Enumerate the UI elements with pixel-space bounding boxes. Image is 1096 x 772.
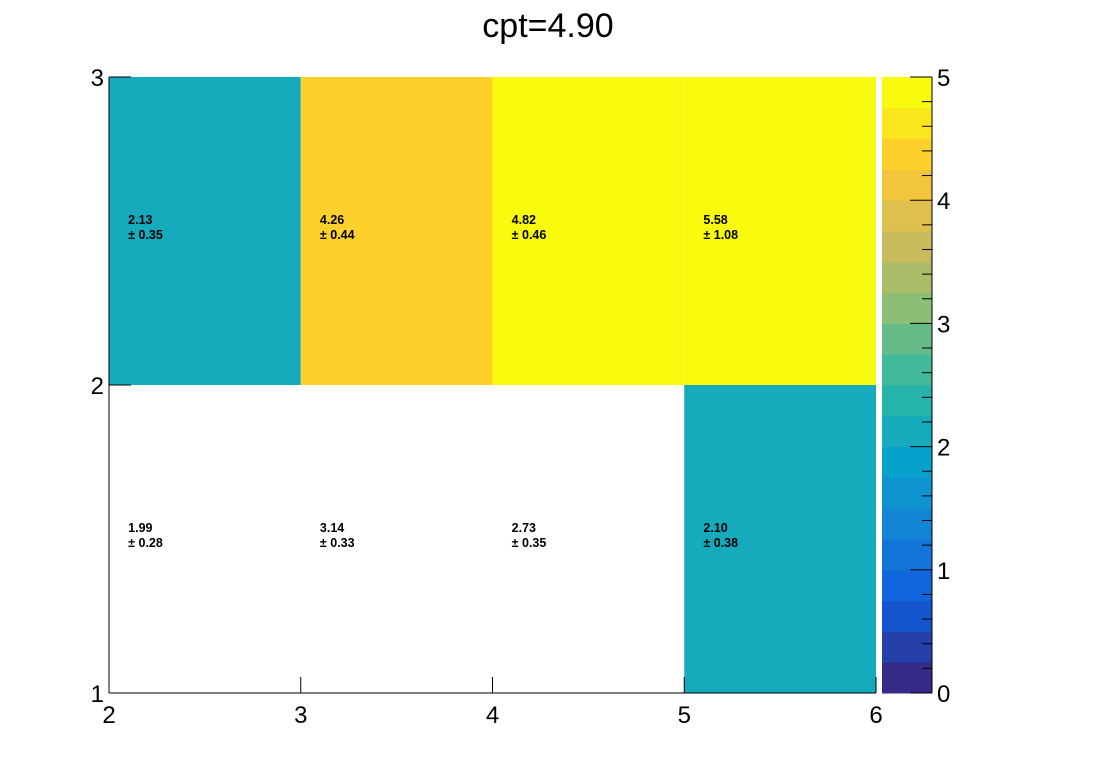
color-scale-label: 4	[937, 188, 950, 215]
color-scale-label: 3	[937, 311, 950, 338]
color-scale-label: 2	[937, 435, 950, 462]
cell-error-label: ± 0.35	[512, 536, 547, 550]
x-tick-label: 4	[486, 702, 499, 729]
x-tick-label: 5	[678, 702, 691, 729]
heatmap-cell	[492, 77, 685, 385]
color-scale-band	[882, 446, 932, 478]
color-scale-band	[882, 261, 932, 294]
color-scale-band	[882, 169, 932, 201]
color-scale-label: 5	[937, 65, 950, 92]
color-scale-label: 0	[937, 681, 950, 708]
cell-error-label: ± 0.46	[512, 228, 547, 242]
color-scale-band	[882, 138, 932, 170]
heatmap-cell	[109, 77, 301, 385]
color-scale-band	[882, 477, 932, 509]
color-scale-label: 1	[937, 558, 950, 585]
cell-error-label: ± 1.08	[703, 228, 738, 242]
color-scale-band	[882, 354, 932, 386]
color-scale: 0 1 2 3 4 5	[882, 65, 950, 708]
color-scale-band	[882, 77, 932, 109]
cell-value-label: 4.26	[320, 213, 344, 227]
y-tick-label: 1	[91, 681, 104, 708]
color-scale-band	[882, 662, 932, 694]
color-scale-band	[882, 107, 932, 140]
x-tick-label: 2	[102, 702, 115, 729]
cell-value-label: 1.99	[128, 521, 152, 535]
color-scale-band	[882, 415, 932, 448]
color-scale-band	[882, 385, 932, 417]
color-scale-band	[882, 600, 932, 632]
heatmap-cell	[684, 385, 876, 693]
chart-title: cpt=4.90	[482, 7, 613, 45]
color-scale-band	[882, 292, 932, 324]
y-tick-label: 2	[91, 373, 104, 400]
cell-value-label: 2.13	[128, 213, 152, 227]
color-scale-band	[882, 631, 932, 663]
heatmap-cell	[684, 77, 876, 385]
x-tick-label: 6	[869, 702, 882, 729]
cell-error-label: ± 0.44	[320, 228, 355, 242]
color-scale-band	[882, 200, 932, 232]
color-scale-band	[882, 539, 932, 571]
heatmap-cells	[109, 77, 876, 693]
cell-labels: 1.99± 0.283.14± 0.332.73± 0.352.10± 0.38…	[128, 213, 738, 550]
cell-value-label: 2.73	[512, 521, 536, 535]
cell-value-label: 4.82	[512, 213, 536, 227]
color-scale-band	[882, 323, 932, 355]
cell-error-label: ± 0.28	[128, 536, 163, 550]
heatmap-cell	[300, 77, 493, 385]
cell-error-label: ± 0.33	[320, 536, 355, 550]
cell-value-label: 5.58	[703, 213, 727, 227]
cell-value-label: 2.10	[703, 521, 727, 535]
color-scale-band	[882, 569, 932, 602]
x-tick-label: 3	[294, 702, 307, 729]
cell-value-label: 3.14	[320, 521, 344, 535]
y-tick-label: 3	[91, 65, 104, 92]
cell-error-label: ± 0.38	[703, 536, 738, 550]
color-scale-band	[882, 231, 932, 263]
cell-error-label: ± 0.35	[128, 228, 163, 242]
color-scale-band	[882, 508, 932, 540]
